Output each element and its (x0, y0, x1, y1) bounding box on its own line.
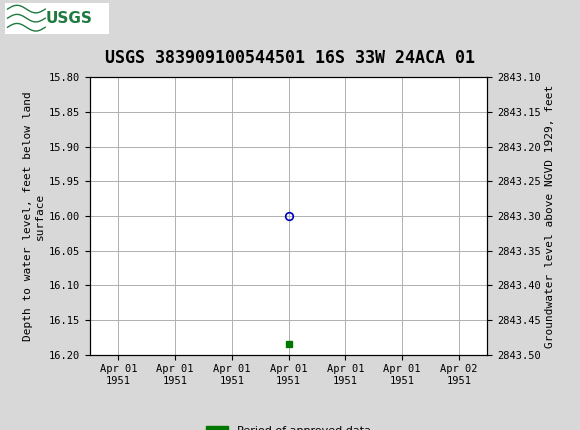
FancyBboxPatch shape (5, 3, 109, 34)
Text: USGS: USGS (46, 12, 93, 26)
Text: USGS 383909100544501 16S 33W 24ACA 01: USGS 383909100544501 16S 33W 24ACA 01 (105, 49, 475, 67)
Y-axis label: Groundwater level above NGVD 1929, feet: Groundwater level above NGVD 1929, feet (545, 84, 555, 348)
Legend: Period of approved data: Period of approved data (202, 421, 376, 430)
Y-axis label: Depth to water level, feet below land
surface: Depth to water level, feet below land su… (23, 91, 45, 341)
